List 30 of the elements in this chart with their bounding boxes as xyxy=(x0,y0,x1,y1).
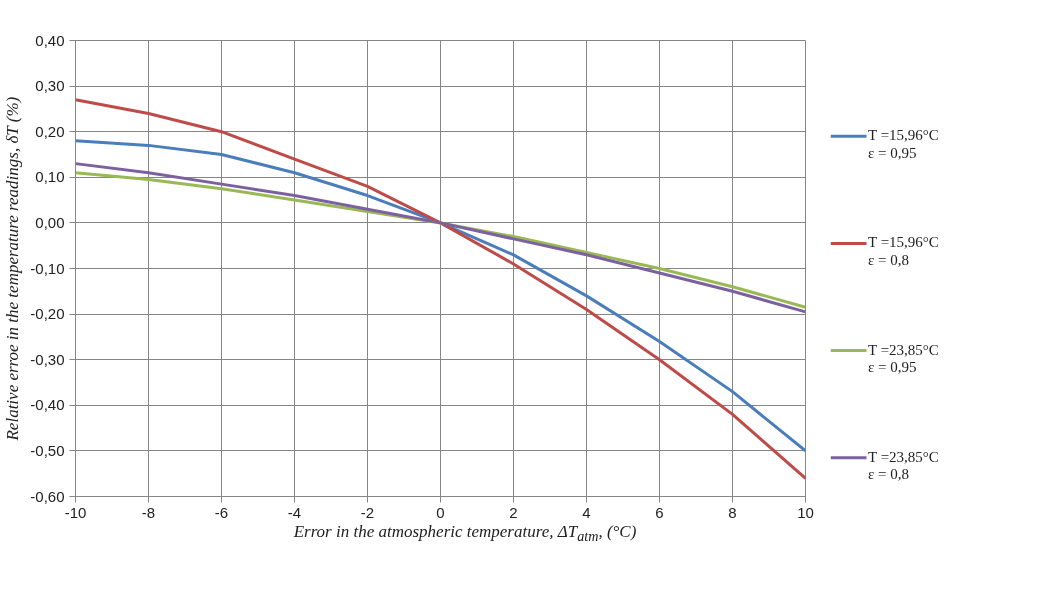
x-tick-label: -8 xyxy=(141,503,156,521)
y-tick-label: -0,20 xyxy=(30,305,65,323)
legend-label: T =23,85°C ε = 0,8 xyxy=(868,448,939,483)
y-axis-title: Relative erroe in the temperature readings, δT (%) xyxy=(3,96,23,442)
y-tick-label: -0,30 xyxy=(30,350,65,368)
x-axis-title: Error in the atmospheric temperature, ΔT$_{atm}$, (°C) xyxy=(293,521,637,547)
line-series xyxy=(75,139,806,453)
x-tick-label: -10 xyxy=(64,503,87,521)
y-tick-label: -0,60 xyxy=(30,487,65,505)
y-tick-label: -0,50 xyxy=(30,441,65,459)
y-tick-label: -0,40 xyxy=(30,396,65,414)
legend-label: T =15,96°C ε = 0,95 xyxy=(868,127,939,161)
y-tick-label: 0,20 xyxy=(35,122,65,140)
y-tick-label: -0,10 xyxy=(30,259,65,277)
x-tick-label: 8 xyxy=(728,503,737,521)
y-tick-label: 0,10 xyxy=(35,168,65,186)
x-tick-label: 10 xyxy=(797,503,814,521)
x-tick-label: -4 xyxy=(287,503,302,521)
x-tick-label: 2 xyxy=(509,503,518,521)
line-series xyxy=(75,98,806,480)
y-tick-label: 0,40 xyxy=(35,31,65,49)
x-tick-label: -2 xyxy=(360,503,375,521)
x-tick-label: 6 xyxy=(655,503,664,521)
legend-label: T =23,85°C ε = 0,95 xyxy=(868,341,939,376)
legend-label: T =15,96°C ε = 0,8 xyxy=(868,234,939,269)
x-tick-label: 0 xyxy=(436,503,445,521)
x-tick-label: -6 xyxy=(214,503,229,521)
x-tick-label: 4 xyxy=(582,503,591,521)
y-tick-label: 0,30 xyxy=(35,77,65,95)
y-tick-label: 0,00 xyxy=(35,213,65,231)
